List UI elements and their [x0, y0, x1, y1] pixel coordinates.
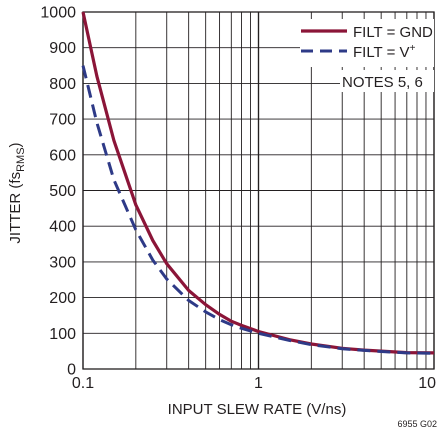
- legend-background: [300, 19, 434, 67]
- x-tick-label: 1: [254, 375, 263, 392]
- figure-id: 6955 G02: [397, 419, 437, 429]
- series-line-filt-vplus: [81, 65, 435, 355]
- x-tick-label: 10: [418, 375, 436, 392]
- y-tick-label: 100: [49, 326, 76, 343]
- chart-series: [81, 11, 435, 355]
- y-axis-label-main: JITTER (fs: [7, 172, 24, 244]
- legend-label-filt-vplus-main: FILT = V: [353, 44, 410, 61]
- y-tick-label: 200: [49, 290, 76, 307]
- x-axis-label: INPUT SLEW RATE (V/ns): [168, 401, 347, 418]
- notes-background: [340, 70, 434, 92]
- y-axis-label-sub: RMS: [15, 147, 27, 171]
- chart-tick-labels: 0 100 200 300 400 500 600 700 800 900 1000 0.1 1 10: [40, 5, 436, 393]
- legend-label-filt-vplus-sup: +: [410, 43, 416, 54]
- y-tick-label: 300: [49, 254, 76, 271]
- y-tick-label: 600: [49, 147, 76, 164]
- y-tick-label: 700: [49, 112, 76, 129]
- chart-legend: FILT = GND FILT = V+ NOTES 5, 6: [300, 19, 434, 92]
- y-tick-label: 1000: [40, 5, 76, 22]
- chart-grid: [82, 11, 435, 370]
- y-axis-label-close: ): [7, 142, 24, 147]
- notes-annotation: NOTES 5, 6: [342, 74, 423, 91]
- y-axis-label: JITTER (fsRMS): [7, 142, 27, 243]
- y-tick-label: 400: [49, 219, 76, 236]
- y-tick-label: 500: [49, 183, 76, 200]
- y-tick-label: 0: [67, 362, 76, 379]
- plot-frame: [82, 11, 435, 370]
- legend-label-filt-gnd: FILT = GND: [353, 24, 433, 41]
- y-tick-label: 800: [49, 76, 76, 93]
- x-tick-label: 0.1: [72, 375, 94, 392]
- y-tick-label: 900: [49, 40, 76, 57]
- legend-label-filt-vplus: FILT = V+: [353, 43, 416, 61]
